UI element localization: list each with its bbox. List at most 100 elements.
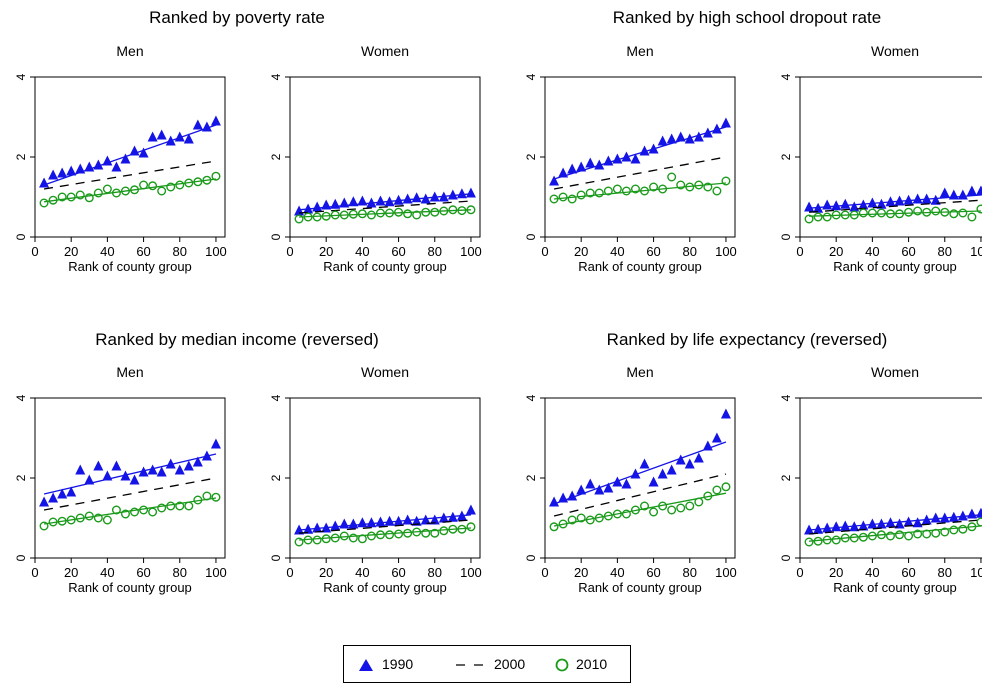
- point-1990: [558, 167, 569, 178]
- point-1990: [411, 515, 422, 526]
- point-1990: [420, 514, 431, 525]
- point-1990: [675, 131, 686, 142]
- point-2010: [958, 208, 968, 218]
- point-2010: [385, 530, 395, 540]
- point-2010: [712, 186, 722, 196]
- fit-line-2010: [299, 527, 471, 541]
- point-1990: [702, 127, 713, 138]
- point-1990: [858, 520, 869, 531]
- x-tick-label: 60: [901, 565, 915, 580]
- point-2010: [558, 192, 568, 202]
- panel-title: Women: [871, 43, 919, 59]
- point-2010: [39, 198, 49, 208]
- point-1990: [192, 119, 203, 130]
- point-1990: [957, 510, 968, 521]
- point-1990: [384, 196, 395, 207]
- panel-title: Men: [626, 43, 653, 59]
- point-2010: [448, 524, 458, 534]
- point-2010: [840, 533, 850, 543]
- point-2010: [57, 516, 67, 526]
- point-2010: [904, 531, 914, 541]
- point-2010: [831, 535, 841, 545]
- point-1990: [156, 466, 167, 477]
- y-tick-label: 2: [269, 474, 283, 481]
- point-2010: [694, 180, 704, 190]
- point-1990: [894, 195, 905, 206]
- y-tick-label: 0: [524, 233, 538, 240]
- point-2010: [366, 210, 376, 220]
- point-1990: [321, 522, 332, 533]
- point-1990: [720, 117, 731, 128]
- point-2010: [712, 485, 722, 495]
- y-tick-label: 0: [524, 554, 538, 561]
- point-1990: [174, 131, 185, 142]
- point-1990: [567, 163, 578, 174]
- point-2010: [348, 209, 358, 219]
- point-1990: [384, 515, 395, 526]
- y-tick-label: 2: [779, 153, 793, 160]
- point-1990: [201, 121, 212, 132]
- point-2010: [175, 501, 185, 511]
- point-1990: [813, 202, 824, 213]
- point-1990: [330, 198, 341, 209]
- point-2010: [694, 497, 704, 507]
- x-tick-label: 80: [173, 244, 187, 259]
- point-2010: [667, 505, 677, 515]
- y-tick-label: 2: [779, 474, 793, 481]
- point-2010: [175, 180, 185, 190]
- fit-line-2010: [808, 525, 982, 542]
- point-2010: [721, 482, 731, 492]
- point-2010: [658, 501, 668, 511]
- point-1990: [393, 194, 404, 205]
- point-2010: [394, 529, 404, 539]
- x-axis-label: Rank of county group: [323, 259, 447, 274]
- legend-label-1990: 1990: [382, 656, 414, 672]
- point-1990: [630, 153, 641, 164]
- point-1990: [447, 511, 458, 522]
- point-2010: [357, 534, 367, 544]
- fit-line-2010: [553, 182, 727, 200]
- point-2010: [630, 505, 640, 515]
- point-1990: [648, 476, 659, 487]
- x-axis-label: Rank of county group: [833, 259, 957, 274]
- point-1990: [330, 520, 341, 531]
- point-1990: [210, 438, 221, 449]
- point-1990: [456, 188, 467, 199]
- point-1990: [684, 133, 695, 144]
- point-2010: [640, 186, 650, 196]
- point-1990: [867, 518, 878, 529]
- point-1990: [192, 456, 203, 467]
- point-2010: [394, 207, 404, 217]
- point-2010: [439, 526, 449, 536]
- point-2010: [603, 511, 613, 521]
- point-2010: [93, 513, 103, 523]
- point-1990: [312, 522, 323, 533]
- point-1990: [549, 496, 560, 507]
- x-axis-label: Rank of county group: [578, 259, 702, 274]
- point-1990: [549, 175, 560, 186]
- point-1990: [303, 523, 314, 534]
- point-1990: [702, 440, 713, 451]
- point-1990: [321, 199, 332, 210]
- point-2010: [312, 535, 322, 545]
- point-1990: [675, 454, 686, 465]
- point-2010: [849, 210, 859, 220]
- point-1990: [576, 161, 587, 172]
- point-1990: [294, 205, 305, 216]
- point-1990: [102, 155, 113, 166]
- x-tick-label: 60: [391, 244, 405, 259]
- point-1990: [429, 514, 440, 525]
- legend-key-1990-triangle-icon: [359, 659, 373, 671]
- point-2010: [594, 188, 604, 198]
- point-2010: [211, 492, 221, 502]
- point-1990: [975, 507, 982, 518]
- y-tick-label: 0: [779, 233, 793, 240]
- point-1990: [567, 490, 578, 501]
- point-2010: [184, 178, 194, 188]
- fit-line-2000: [809, 199, 981, 213]
- point-2010: [412, 527, 422, 537]
- point-1990: [102, 470, 113, 481]
- point-1990: [84, 474, 95, 485]
- x-tick-label: 20: [319, 244, 333, 259]
- y-tick-label: 4: [14, 394, 28, 401]
